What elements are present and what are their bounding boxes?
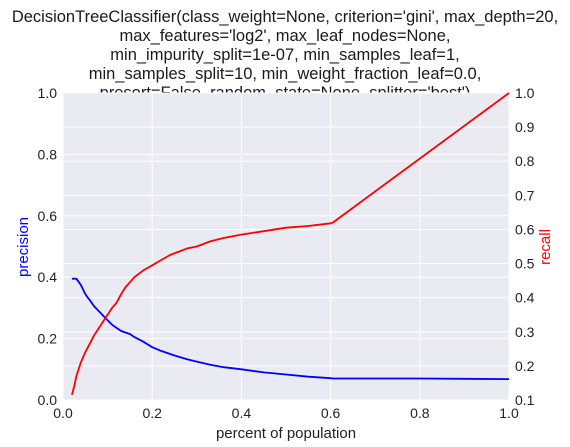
right-y-tick-label-1: 0.2 [515, 358, 535, 374]
right-y-axis-label: recall [537, 229, 554, 265]
recall-series-line [71, 92, 510, 396]
x-tick-label-2: 0.4 [232, 405, 252, 421]
chart-title: DecisionTreeClassifier(class_weight=None… [12, 8, 558, 102]
left-y-tick-label-1: 0.2 [38, 331, 58, 347]
right-y-axis-ticks: 0.1 0.2 0.3 0.4 0.5 0.6 0.7 0.8 0.9 1.0 [515, 85, 535, 408]
right-y-tick-label-9: 1.0 [515, 85, 535, 101]
right-y-tick-label-7: 0.8 [515, 153, 535, 169]
right-y-tick-label-8: 0.9 [515, 119, 535, 135]
precision-series-line [71, 277, 510, 380]
right-y-tick-label-5: 0.6 [515, 221, 535, 237]
left-y-axis-ticks: 0.0 0.2 0.4 0.6 0.8 1.0 [38, 85, 58, 408]
right-y-tick-label-6: 0.7 [515, 187, 535, 203]
chart-title-line-2: max_features='log2', max_leaf_nodes=None… [119, 27, 450, 45]
left-y-tick-label-3: 0.6 [38, 208, 58, 224]
left-y-tick-label-2: 0.4 [38, 269, 58, 285]
x-tick-label-3: 0.6 [321, 405, 341, 421]
x-tick-label-1: 0.2 [142, 405, 162, 421]
left-y-tick-label-0: 0.0 [38, 392, 58, 408]
x-tick-label-4: 0.8 [410, 405, 430, 421]
x-tick-label-0: 0.0 [53, 405, 73, 421]
chart-title-line-1: DecisionTreeClassifier(class_weight=None… [12, 8, 558, 26]
chart-title-line-4: min_samples_split=10, min_weight_fractio… [89, 65, 482, 83]
right-y-tick-label-3: 0.4 [515, 290, 535, 306]
right-y-tick-label-2: 0.3 [515, 324, 535, 340]
grid-lines [62, 92, 510, 401]
plot-area [63, 93, 509, 400]
x-axis-ticks: 0.0 0.2 0.4 0.6 0.8 1.0 [53, 405, 519, 421]
left-y-tick-label-4: 0.8 [38, 146, 58, 162]
chart-title-line-3: min_impurity_split=1e-07, min_samples_le… [110, 46, 459, 64]
x-tick-label-5: 1.0 [499, 405, 519, 421]
right-y-tick-label-4: 0.5 [515, 256, 535, 272]
series-layer [71, 92, 510, 396]
left-y-tick-label-5: 1.0 [38, 85, 58, 101]
right-y-tick-label-0: 0.1 [515, 392, 535, 408]
x-axis-label: percent of population [216, 425, 356, 442]
left-y-axis-label: precision [15, 217, 32, 277]
